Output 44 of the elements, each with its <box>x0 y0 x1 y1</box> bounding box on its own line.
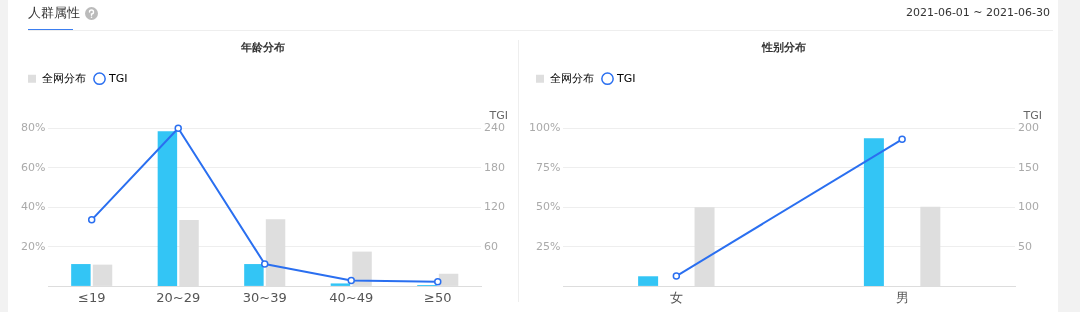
legend-label: TGI <box>616 71 636 85</box>
x-tick-label: 40~49 <box>329 289 374 305</box>
y2-axis-title: TGI <box>1022 109 1042 123</box>
bar <box>244 264 264 286</box>
y2-tick-label: 120 <box>484 200 505 214</box>
bar <box>863 138 884 286</box>
y2-tick-label: 200 <box>1018 121 1039 135</box>
y2-axis-title: TGI <box>488 109 508 123</box>
x-tick-label: ≥50 <box>424 289 452 305</box>
x-tick-label: 30~39 <box>242 289 287 305</box>
bar <box>330 283 351 286</box>
y2-tick-label: 100 <box>1018 200 1039 214</box>
y2-tick-label: 240 <box>484 121 505 135</box>
y2-tick-label: 60 <box>484 239 498 253</box>
y-tick-label: 20% <box>21 239 46 253</box>
y-tick-label: 75% <box>535 160 561 174</box>
chart-title: 年龄分布 <box>240 41 285 55</box>
x-tick-label: 20~29 <box>156 289 201 305</box>
chart-title: 性别分布 <box>761 41 806 55</box>
bar <box>638 276 659 286</box>
legend-label: 全网分布 <box>549 71 594 85</box>
bar <box>157 131 178 286</box>
legend-label: TGI <box>108 71 128 85</box>
y-tick-label: 40% <box>21 200 46 214</box>
text: 人群属性 <box>28 4 80 22</box>
point <box>174 124 182 132</box>
y-tick-label: 100% <box>528 121 561 135</box>
bar <box>71 264 91 286</box>
text: 2021-06-01 ~ 2021-06-30 <box>905 6 1050 19</box>
point <box>347 276 355 285</box>
y-tick-label: 80% <box>21 121 46 135</box>
y-tick-label: 60% <box>21 160 46 174</box>
y2-tick-label: 150 <box>1018 160 1039 174</box>
y2-tick-label: 180 <box>484 160 505 174</box>
point <box>87 216 96 224</box>
y-tick-label: 50% <box>535 200 561 214</box>
y2-tick-label: 50 <box>1018 239 1032 253</box>
legend-label: 全网分布 <box>41 71 86 85</box>
point <box>260 260 269 268</box>
y-tick-label: 25% <box>535 239 561 253</box>
point <box>434 278 442 286</box>
x-tick-label: 男 <box>895 289 909 305</box>
x-tick-label: ≤19 <box>77 289 106 305</box>
x-tick-label: 女 <box>669 289 683 305</box>
